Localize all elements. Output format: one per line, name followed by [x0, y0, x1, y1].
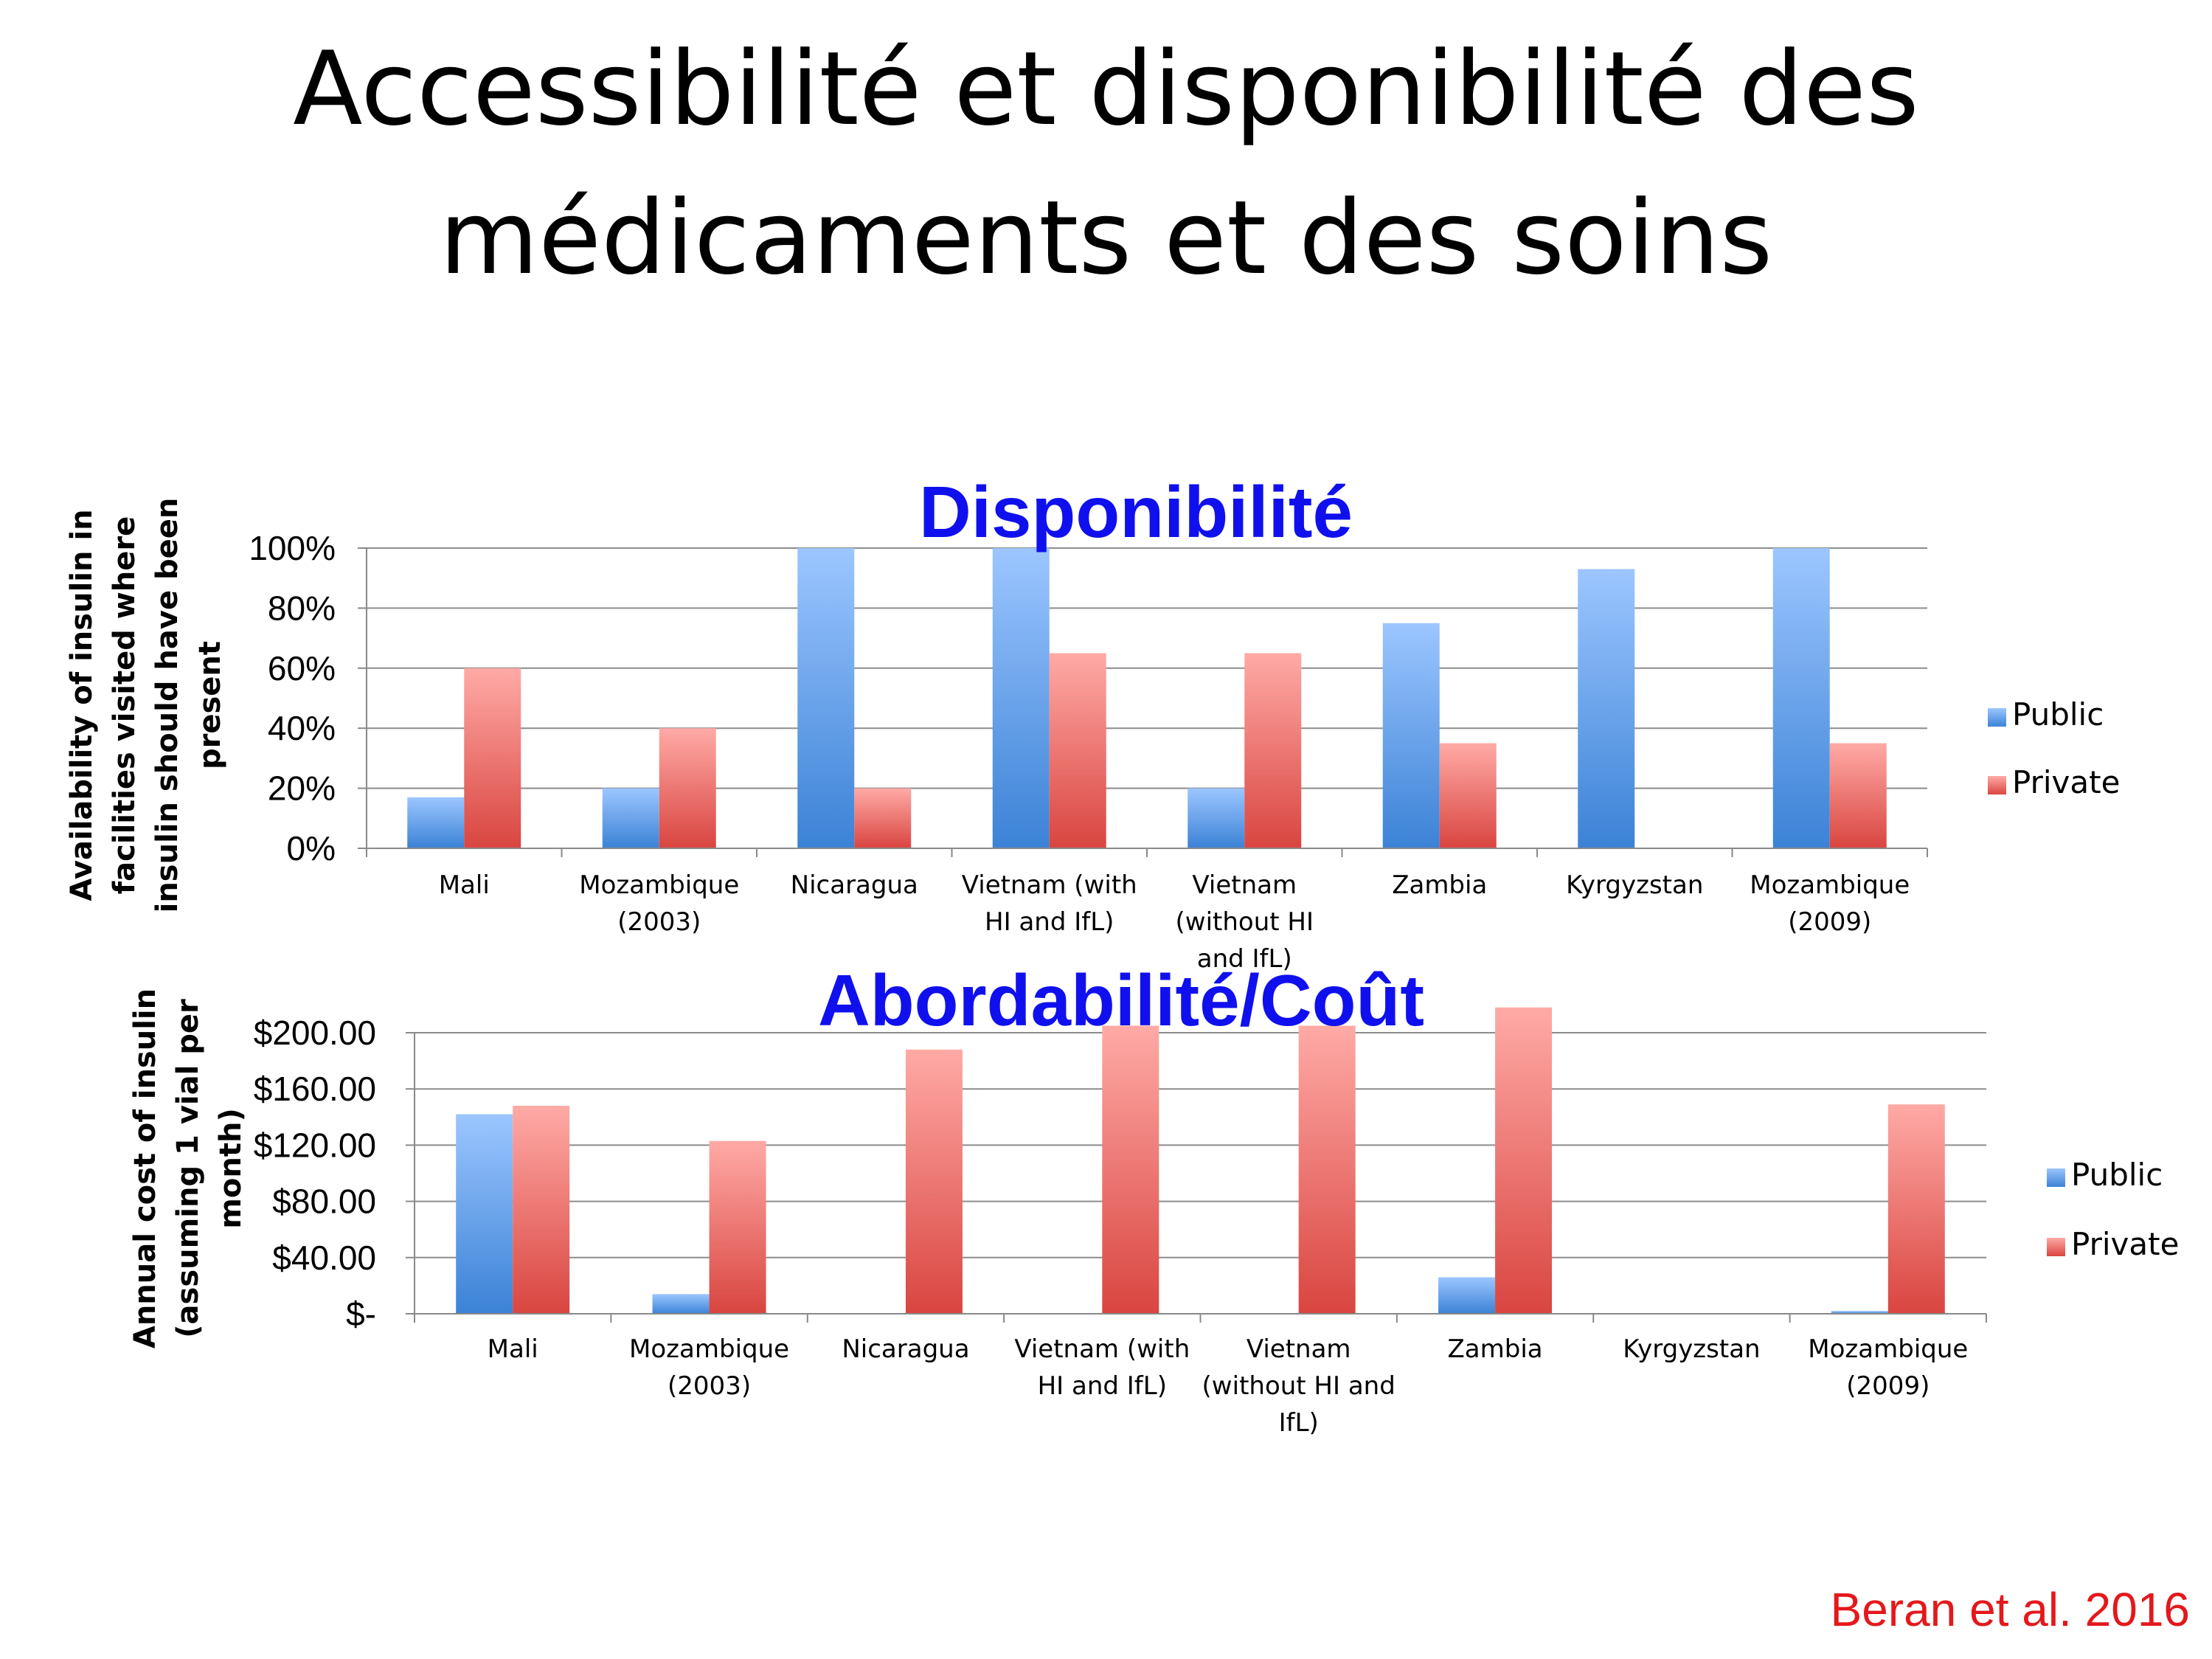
cost-legend-private: Private [2071, 1226, 2180, 1262]
availability-category-label: Vietnam (without HI and IfL) [1176, 870, 1314, 974]
cost-y-tick-label: $40.00 [272, 1239, 376, 1277]
cost-y-tick-label: $200.00 [254, 1014, 376, 1052]
cost-y-tick-label: $120.00 [254, 1126, 376, 1164]
cost-category-label: Mali [488, 1334, 538, 1364]
slide-title-line-2: médicaments et des soins [439, 179, 1773, 297]
cost-bar-private [1298, 1025, 1356, 1314]
cost-category-label: Vietnam (without HI and IfL) [1202, 1334, 1395, 1438]
availability-bar-private [1244, 653, 1302, 848]
cost-y-tick-label: $80.00 [272, 1182, 376, 1221]
availability-bar-private [464, 668, 521, 848]
availability-category-label: Mali [439, 870, 490, 900]
availability-category-label: Zambia [1392, 870, 1487, 900]
cost-y-tick-label: $- [346, 1295, 376, 1333]
cost-legend-public-swatch [2047, 1168, 2065, 1187]
cost-bar-public [652, 1294, 710, 1314]
y-axis-label-line: Annual cost of insulin [128, 988, 162, 1349]
cost-bar-private [905, 1049, 963, 1314]
availability-legend-private: Private [2012, 764, 2121, 800]
availability-bar-private [1049, 653, 1106, 848]
availability-bar-private [1439, 743, 1497, 848]
cost-category-label: Mozambique (2009) [1808, 1334, 1968, 1401]
slide-title: Accessibilité et disponibilité des médic… [0, 15, 2212, 313]
cost-category-label: Vietnam (with HI and IfL) [1014, 1334, 1190, 1401]
availability-y-tick-label: 20% [268, 769, 336, 808]
availability-category-label: Nicaragua [791, 870, 918, 900]
availability-bar-public [992, 548, 1050, 848]
cost-bar-public [1438, 1277, 1496, 1314]
cost-chart-title: Abordabilité/Coût [817, 960, 1425, 1041]
cost-category-label: Mozambique (2003) [629, 1334, 789, 1401]
availability-bar-private [854, 788, 912, 848]
y-axis-label-line: (assuming 1 vial per [171, 999, 205, 1338]
cost-category-label: Kyrgyzstan [1623, 1334, 1760, 1364]
cost-category-label: Nicaragua [842, 1334, 969, 1364]
availability-bar-public [1772, 548, 1830, 848]
availability-bar-public [1578, 569, 1635, 848]
availability-bar-private [1829, 743, 1887, 848]
availability-y-tick-label: 80% [268, 589, 336, 627]
cost-bar-public [1831, 1311, 1888, 1314]
availability-y-tick-label: 60% [268, 649, 336, 688]
availability-category-label: Vietnam (with HI and IfL) [962, 870, 1137, 937]
availability-y-tick-label: 40% [268, 709, 336, 747]
cost-category-label: Zambia [1448, 1334, 1543, 1364]
source-citation: Beran et al. 2016 [1830, 1583, 2190, 1636]
cost-bar-private [709, 1140, 766, 1314]
availability-bar-public [407, 797, 465, 848]
availability-bar-private [659, 728, 716, 848]
availability-category-label: Kyrgyzstan [1566, 870, 1703, 900]
cost-bar-private [1102, 1025, 1159, 1314]
cost-legend-private-swatch [2047, 1238, 2065, 1256]
cost-plot: $- $40.00 $80.00 $120.00 $160.00 $200.00 Mali M… [254, 1007, 1987, 1438]
cost-bar-public [456, 1114, 513, 1314]
availability-bar-public [1188, 788, 1245, 848]
cost-y-axis-label: Annual cost of insulin (assuming 1 vial p… [124, 940, 252, 1397]
availability-legend-public-swatch [1988, 708, 2006, 727]
availability-bar-public [1382, 623, 1440, 848]
availability-y-tick-label: 100% [249, 529, 336, 567]
availability-legend-public: Public [2012, 696, 2104, 732]
cost-y-tick-label: $160.00 [254, 1070, 376, 1108]
availability-legend-private-swatch [1988, 776, 2006, 794]
availability-category-label: Mozambique (2003) [579, 870, 739, 937]
availability-chart-title: Disponibilité [919, 471, 1353, 553]
cost-bar-private [1495, 1007, 1553, 1314]
availability-bar-public [797, 548, 855, 848]
slide-title-line-1: Accessibilité et disponibilité des [293, 30, 1919, 148]
availability-plot: 0% 20% 40% 60% 80% 100% Mali Mozambique (2003) Ni… [249, 529, 1928, 974]
availability-y-tick-label: 0% [287, 829, 336, 867]
availability-bar-public [602, 788, 659, 848]
cost-bar-private [1887, 1104, 1945, 1314]
availability-category-label: Mozambique (2009) [1750, 870, 1910, 937]
cost-legend-public: Public [2071, 1157, 2163, 1193]
cost-bar-private [513, 1106, 570, 1314]
y-axis-label-line: month) [214, 1108, 248, 1229]
